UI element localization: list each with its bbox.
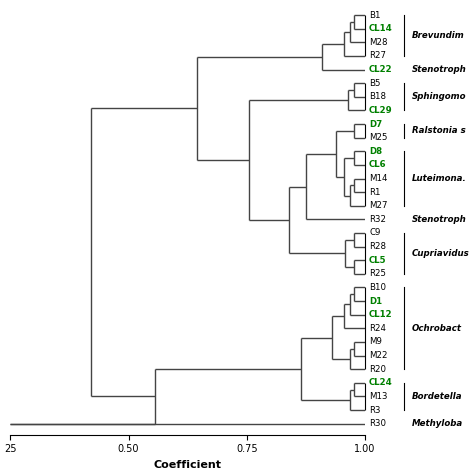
Text: R30: R30 [369,419,386,428]
Text: Bordetella: Bordetella [412,392,463,401]
Text: Sphingomo: Sphingomo [412,92,466,101]
Text: R27: R27 [369,51,386,60]
X-axis label: Coefficient: Coefficient [154,460,222,470]
Text: Brevundim: Brevundim [412,31,465,40]
Text: Methyloba: Methyloba [412,419,463,428]
Text: Ralstonia s: Ralstonia s [412,127,466,136]
Text: CL14: CL14 [369,24,393,33]
Text: M13: M13 [369,392,388,401]
Text: R25: R25 [369,269,386,278]
Text: R24: R24 [369,324,386,333]
Text: CL24: CL24 [369,378,393,387]
Text: CL22: CL22 [369,65,392,74]
Text: D1: D1 [369,297,382,306]
Text: R32: R32 [369,215,386,224]
Text: CL6: CL6 [369,160,387,169]
Text: Stenotroph: Stenotroph [412,65,467,74]
Text: R1: R1 [369,188,381,197]
Text: Stenotroph: Stenotroph [412,215,467,224]
Text: M9: M9 [369,337,382,346]
Text: M22: M22 [369,351,388,360]
Text: B10: B10 [369,283,386,292]
Text: C9: C9 [369,228,381,237]
Text: M14: M14 [369,174,388,183]
Text: B1: B1 [369,10,381,19]
Text: CL5: CL5 [369,255,386,264]
Text: CL29: CL29 [369,106,392,115]
Text: D7: D7 [369,119,382,128]
Text: Luteimona.: Luteimona. [412,174,467,183]
Text: CL12: CL12 [369,310,392,319]
Text: D8: D8 [369,147,382,156]
Text: R28: R28 [369,242,386,251]
Text: R20: R20 [369,365,386,374]
Text: B18: B18 [369,92,386,101]
Text: B5: B5 [369,79,381,88]
Text: M27: M27 [369,201,388,210]
Text: M28: M28 [369,38,388,47]
Text: M25: M25 [369,133,388,142]
Text: Cupriavidus: Cupriavidus [412,249,470,258]
Text: Ochrobact: Ochrobact [412,324,462,333]
Text: R3: R3 [369,406,381,415]
